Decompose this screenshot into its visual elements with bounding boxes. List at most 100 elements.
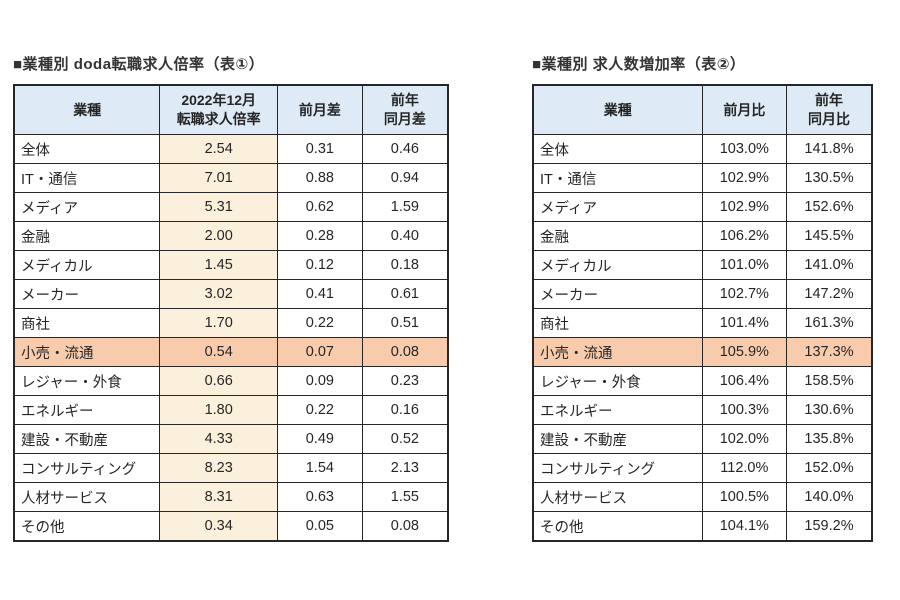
- value-cell: 2.54: [159, 134, 278, 164]
- value-cell: 141.8%: [786, 134, 873, 164]
- header-cell: 前年 同月比: [786, 84, 873, 135]
- value-cell: 0.52: [361, 424, 449, 454]
- table-row: 金融 2.00 0.28 0.40: [13, 221, 449, 251]
- value-cell: 161.3%: [786, 308, 873, 338]
- value-cell: 1.59: [361, 192, 449, 222]
- industry-cell: エネルギー: [532, 395, 703, 425]
- value-cell: 1.70: [159, 308, 278, 338]
- job-ratio-table-block: ■業種別 doda転職求人倍率（表①） 業種 2022年12月 転職求人倍率 前月差…: [13, 54, 449, 542]
- table-row: メディア 102.9% 152.6%: [532, 192, 873, 222]
- table-row: エネルギー 1.80 0.22 0.16: [13, 395, 449, 425]
- value-cell: 0.07: [276, 337, 363, 367]
- table-row: メディカル 1.45 0.12 0.18: [13, 250, 449, 280]
- value-cell: 0.40: [361, 221, 449, 251]
- value-cell: 130.6%: [786, 395, 873, 425]
- value-cell: 102.0%: [701, 424, 788, 454]
- industry-cell: 商社: [532, 308, 703, 338]
- value-cell: 0.05: [276, 511, 363, 542]
- value-cell: 0.54: [159, 337, 278, 367]
- industry-cell: 金融: [532, 221, 703, 251]
- table-row: エネルギー 100.3% 130.6%: [532, 395, 873, 425]
- value-cell: 102.9%: [701, 192, 788, 222]
- value-cell: 0.16: [361, 395, 449, 425]
- value-cell: 106.2%: [701, 221, 788, 251]
- value-cell: 101.4%: [701, 308, 788, 338]
- header-cell: 前月比: [701, 84, 788, 135]
- industry-cell: 人材サービス: [13, 482, 161, 512]
- table-row: 全体 2.54 0.31 0.46: [13, 134, 449, 164]
- job-growth-table: 業種 前月比 前年 同月比 全体 103.0% 141.8% IT・通信 102.9% 130.…: [532, 84, 873, 542]
- industry-cell: メーカー: [13, 279, 161, 309]
- table-row: 商社 1.70 0.22 0.51: [13, 308, 449, 338]
- industry-cell: IT・通信: [532, 163, 703, 193]
- header-row: 業種 2022年12月 転職求人倍率 前月差 前年 同月差: [13, 84, 449, 135]
- industry-cell: コンサルティング: [532, 453, 703, 483]
- header-row: 業種 前月比 前年 同月比: [532, 84, 873, 135]
- value-cell: 7.01: [159, 163, 278, 193]
- value-cell: 106.4%: [701, 366, 788, 396]
- header-cell: 前月差: [276, 84, 363, 135]
- table-row: 小売・流通 0.54 0.07 0.08: [13, 337, 449, 367]
- value-cell: 0.08: [361, 511, 449, 542]
- table-row: コンサルティング 112.0% 152.0%: [532, 453, 873, 483]
- job-ratio-table-title: ■業種別 doda転職求人倍率（表①）: [13, 56, 265, 73]
- value-cell: 0.22: [276, 395, 363, 425]
- value-cell: 3.02: [159, 279, 278, 309]
- value-cell: 0.66: [159, 366, 278, 396]
- industry-cell: 建設・不動産: [13, 424, 161, 454]
- industry-cell: コンサルティング: [13, 453, 161, 483]
- value-cell: 0.62: [276, 192, 363, 222]
- value-cell: 103.0%: [701, 134, 788, 164]
- value-cell: 1.55: [361, 482, 449, 512]
- table-row: 金融 106.2% 145.5%: [532, 221, 873, 251]
- table-row: コンサルティング 8.23 1.54 2.13: [13, 453, 449, 483]
- value-cell: 1.45: [159, 250, 278, 280]
- value-cell: 0.49: [276, 424, 363, 454]
- header-cell: 2022年12月 転職求人倍率: [159, 84, 278, 135]
- industry-cell: 人材サービス: [532, 482, 703, 512]
- table-row: その他 104.1% 159.2%: [532, 511, 873, 542]
- value-cell: 159.2%: [786, 511, 873, 542]
- value-cell: 2.13: [361, 453, 449, 483]
- industry-cell: メディカル: [13, 250, 161, 280]
- value-cell: 0.09: [276, 366, 363, 396]
- value-cell: 137.3%: [786, 337, 873, 367]
- value-cell: 0.23: [361, 366, 449, 396]
- value-cell: 104.1%: [701, 511, 788, 542]
- table-row: メディカル 101.0% 141.0%: [532, 250, 873, 280]
- value-cell: 102.9%: [701, 163, 788, 193]
- value-cell: 8.23: [159, 453, 278, 483]
- table-row: 建設・不動産 4.33 0.49 0.52: [13, 424, 449, 454]
- value-cell: 141.0%: [786, 250, 873, 280]
- table-row: メーカー 102.7% 147.2%: [532, 279, 873, 309]
- table-row: その他 0.34 0.05 0.08: [13, 511, 449, 542]
- value-cell: 101.0%: [701, 250, 788, 280]
- table-row: 建設・不動産 102.0% 135.8%: [532, 424, 873, 454]
- value-cell: 100.3%: [701, 395, 788, 425]
- header-cell: 業種: [532, 84, 703, 135]
- industry-cell: 建設・不動産: [532, 424, 703, 454]
- table-row: メディア 5.31 0.62 1.59: [13, 192, 449, 222]
- value-cell: 5.31: [159, 192, 278, 222]
- industry-cell: 小売・流通: [13, 337, 161, 367]
- header-cell: 業種: [13, 84, 161, 135]
- table-row: 商社 101.4% 161.3%: [532, 308, 873, 338]
- value-cell: 0.88: [276, 163, 363, 193]
- industry-cell: レジャー・外食: [532, 366, 703, 396]
- table-row: 人材サービス 100.5% 140.0%: [532, 482, 873, 512]
- value-cell: 145.5%: [786, 221, 873, 251]
- industry-cell: メーカー: [532, 279, 703, 309]
- table-row: 人材サービス 8.31 0.63 1.55: [13, 482, 449, 512]
- value-cell: 8.31: [159, 482, 278, 512]
- industry-cell: レジャー・外食: [13, 366, 161, 396]
- value-cell: 0.08: [361, 337, 449, 367]
- table-row: レジャー・外食 106.4% 158.5%: [532, 366, 873, 396]
- value-cell: 2.00: [159, 221, 278, 251]
- value-cell: 100.5%: [701, 482, 788, 512]
- industry-cell: 全体: [13, 134, 161, 164]
- value-cell: 152.0%: [786, 453, 873, 483]
- value-cell: 0.51: [361, 308, 449, 338]
- value-cell: 112.0%: [701, 453, 788, 483]
- job-ratio-table: 業種 2022年12月 転職求人倍率 前月差 前年 同月差 全体 2.54 0.31 0.46…: [13, 84, 449, 542]
